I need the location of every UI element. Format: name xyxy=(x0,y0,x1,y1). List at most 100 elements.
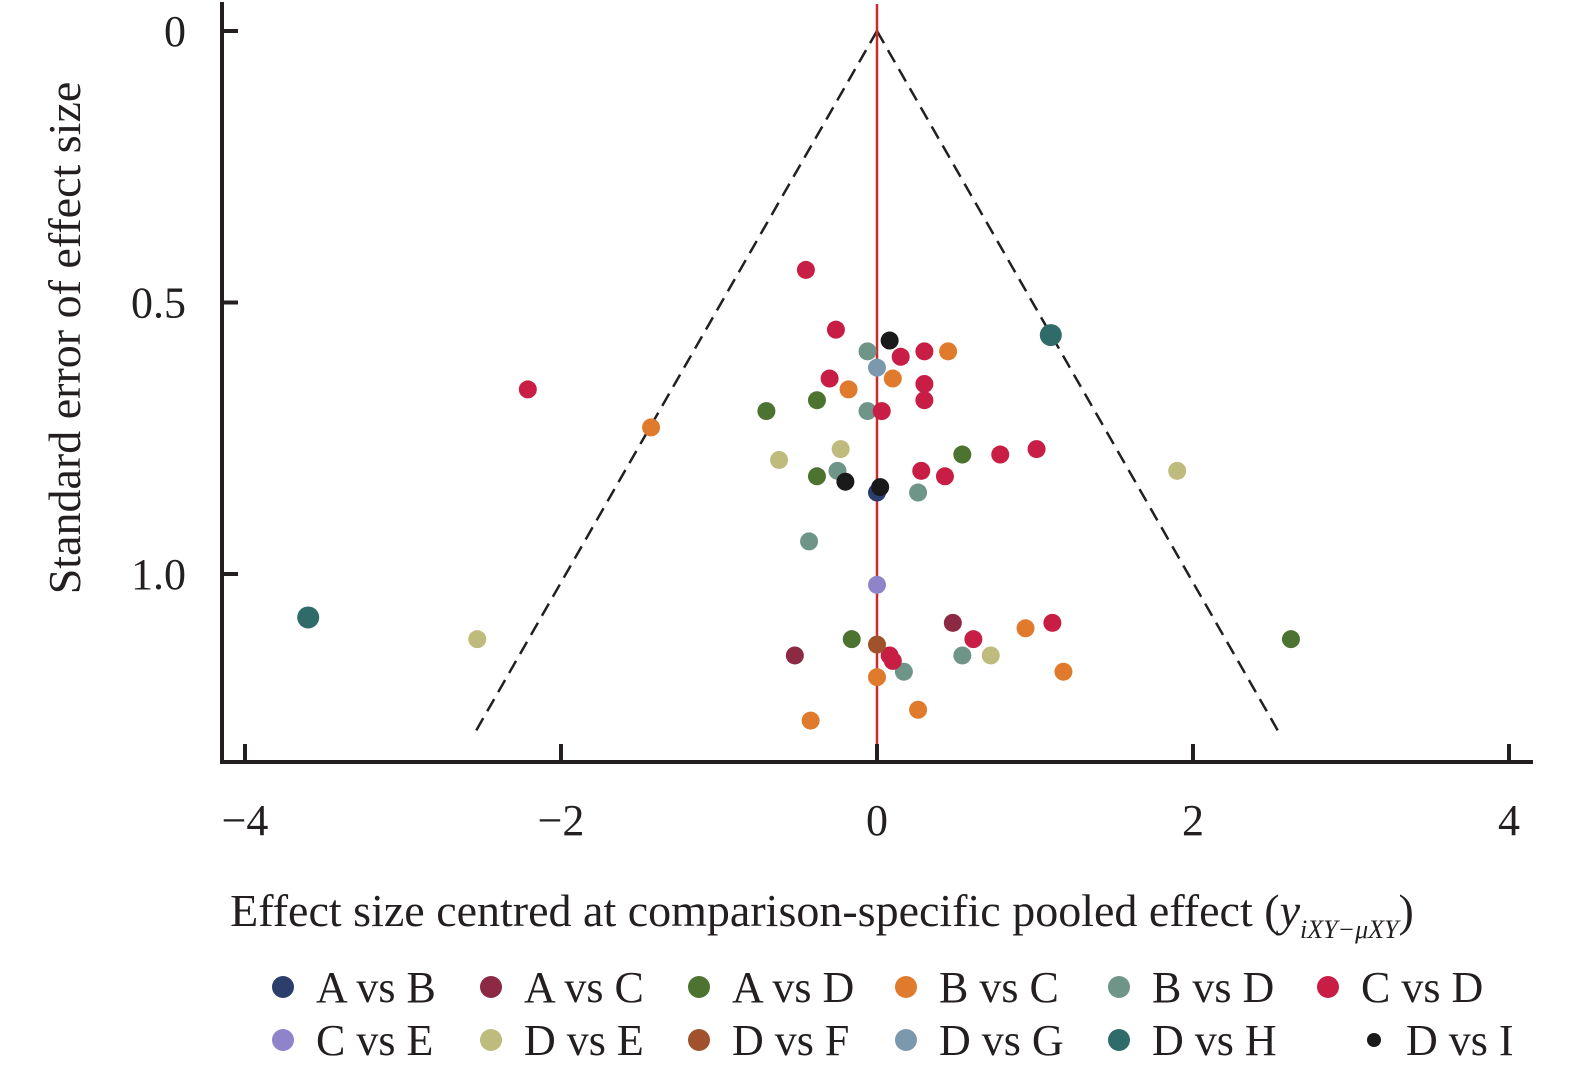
point-d-vs-i-1 xyxy=(880,331,899,350)
legend-marker-c-vs-e xyxy=(272,1029,294,1051)
point-d-vs-i-3 xyxy=(871,478,890,497)
point-d-vs-e-3 xyxy=(1168,461,1187,480)
point-d-vs-h-2 xyxy=(297,606,320,629)
x-axis-title-text: Effect size centred at comparison-specif… xyxy=(230,885,1279,936)
point-a-vs-c-1 xyxy=(943,613,962,632)
legend-item-d-vs-g: D vs G xyxy=(895,1016,1064,1065)
data-points xyxy=(297,260,1300,730)
legend-item-b-vs-c: B vs C xyxy=(895,963,1059,1012)
point-d-vs-i-2 xyxy=(836,472,855,491)
funnel-right-line xyxy=(875,30,1283,738)
point-c-vs-d-12 xyxy=(912,461,931,480)
legend-label-a-vs-b: A vs B xyxy=(316,963,436,1012)
x-tick-label: −4 xyxy=(222,796,269,845)
point-a-vs-d-6 xyxy=(1281,630,1300,649)
point-c-vs-d-8 xyxy=(872,402,891,421)
x-tick-label: 2 xyxy=(1182,796,1204,845)
legend-item-d-vs-e: D vs E xyxy=(480,1016,644,1065)
legend-marker-d-vs-f xyxy=(688,1029,710,1051)
point-b-vs-d-2 xyxy=(858,402,877,421)
point-d-vs-g-1 xyxy=(868,358,886,377)
legend-marker-b-vs-d xyxy=(1108,976,1130,998)
legend-marker-c-vs-d xyxy=(1317,976,1339,998)
x-axis-title-subscript: iXY−μXY xyxy=(1300,915,1401,944)
legend-marker-d-vs-h xyxy=(1108,1029,1130,1051)
funnel-lines xyxy=(471,30,1283,738)
point-c-vs-d-2 xyxy=(826,320,845,339)
x-axis-title-close: ) xyxy=(1399,885,1414,936)
point-d-vs-e-1 xyxy=(831,440,850,459)
point-b-vs-d-4 xyxy=(909,483,928,502)
point-c-vs-d-5 xyxy=(820,369,839,388)
point-c-vs-d-7 xyxy=(915,391,934,410)
point-a-vs-c-2 xyxy=(785,646,804,665)
point-a-vs-d-4 xyxy=(807,467,826,486)
point-c-vs-d-14 xyxy=(964,630,983,649)
legend-label-d-vs-h: D vs H xyxy=(1152,1016,1277,1065)
legend-label-a-vs-d: A vs D xyxy=(732,963,854,1012)
legend-marker-d-vs-g xyxy=(895,1029,917,1051)
legend-item-a-vs-d: A vs D xyxy=(688,963,854,1012)
point-c-vs-d-1 xyxy=(796,260,815,279)
point-c-vs-d-11 xyxy=(991,445,1010,464)
y-axis-title: Standard error of effect size xyxy=(39,82,90,595)
y-tick-labels: 0 0.5 1.0 xyxy=(131,7,238,599)
point-b-vs-c-7 xyxy=(868,668,886,687)
point-c-vs-d-15 xyxy=(1043,613,1062,632)
x-tick-label: 4 xyxy=(1498,796,1520,845)
y-tick-label: 0.5 xyxy=(131,279,186,328)
legend-label-a-vs-c: A vs C xyxy=(524,963,644,1012)
x-axis-title: Effect size centred at comparison-specif… xyxy=(230,885,1414,944)
point-c-vs-d-13 xyxy=(935,467,954,486)
point-b-vs-d-1 xyxy=(858,342,877,361)
point-b-vs-c-4 xyxy=(642,418,661,437)
point-b-vs-c-8 xyxy=(909,700,928,719)
point-d-vs-h-1 xyxy=(1039,324,1062,347)
point-b-vs-c-1 xyxy=(939,342,958,361)
legend-marker-a-vs-c xyxy=(480,976,502,998)
legend-label-d-vs-f: D vs F xyxy=(732,1016,849,1065)
point-b-vs-d-6 xyxy=(953,646,972,665)
point-c-vs-d-6 xyxy=(915,374,934,393)
point-d-vs-e-5 xyxy=(981,646,1000,665)
x-tick-label: −2 xyxy=(538,796,585,845)
legend-item-c-vs-e: C vs E xyxy=(272,1016,433,1065)
point-c-vs-d-4 xyxy=(915,342,934,361)
legend-item-d-vs-f: D vs F xyxy=(688,1016,849,1065)
point-c-vs-d-10 xyxy=(1027,440,1046,459)
legend-label-b-vs-d: B vs D xyxy=(1152,963,1274,1012)
legend-label-b-vs-c: B vs C xyxy=(939,963,1059,1012)
point-c-vs-d-3 xyxy=(891,347,910,366)
x-tick-label: 0 xyxy=(866,796,888,845)
legend-item-d-vs-h: D vs H xyxy=(1108,1016,1277,1065)
point-a-vs-d-2 xyxy=(807,391,826,410)
point-d-vs-f-1 xyxy=(868,635,886,654)
point-b-vs-c-9 xyxy=(801,711,820,730)
legend-label-d-vs-e: D vs E xyxy=(524,1016,644,1065)
point-c-vs-d-17 xyxy=(883,651,902,670)
legend-item-d-vs-i: D vs I xyxy=(1367,1016,1514,1065)
legend-marker-a-vs-b xyxy=(272,976,294,998)
y-tick-label: 1.0 xyxy=(131,550,186,599)
point-b-vs-d-5 xyxy=(800,532,819,551)
legend-label-c-vs-e: C vs E xyxy=(316,1016,433,1065)
point-b-vs-d-7 xyxy=(894,662,913,681)
legend-item-b-vs-d: B vs D xyxy=(1108,963,1274,1012)
point-b-vs-c-3 xyxy=(839,380,858,399)
legend-label-d-vs-i: D vs I xyxy=(1406,1016,1514,1065)
legend-marker-b-vs-c xyxy=(895,976,917,998)
point-b-vs-c-5 xyxy=(1016,619,1035,638)
point-c-vs-d-9 xyxy=(518,380,537,399)
x-axis-title-math: y xyxy=(1276,885,1301,936)
legend-label-c-vs-d: C vs D xyxy=(1361,963,1483,1012)
y-tick-label: 0 xyxy=(164,7,186,56)
legend-marker-d-vs-i xyxy=(1367,1033,1381,1047)
point-b-vs-c-2 xyxy=(883,369,902,388)
point-b-vs-c-6 xyxy=(1054,662,1073,681)
point-a-vs-d-1 xyxy=(757,402,776,421)
x-tick-labels: −4 −2 0 2 4 xyxy=(222,744,1520,845)
point-c-vs-e-1 xyxy=(868,575,886,594)
point-d-vs-e-2 xyxy=(770,450,789,469)
legend-item-c-vs-d: C vs D xyxy=(1317,963,1483,1012)
